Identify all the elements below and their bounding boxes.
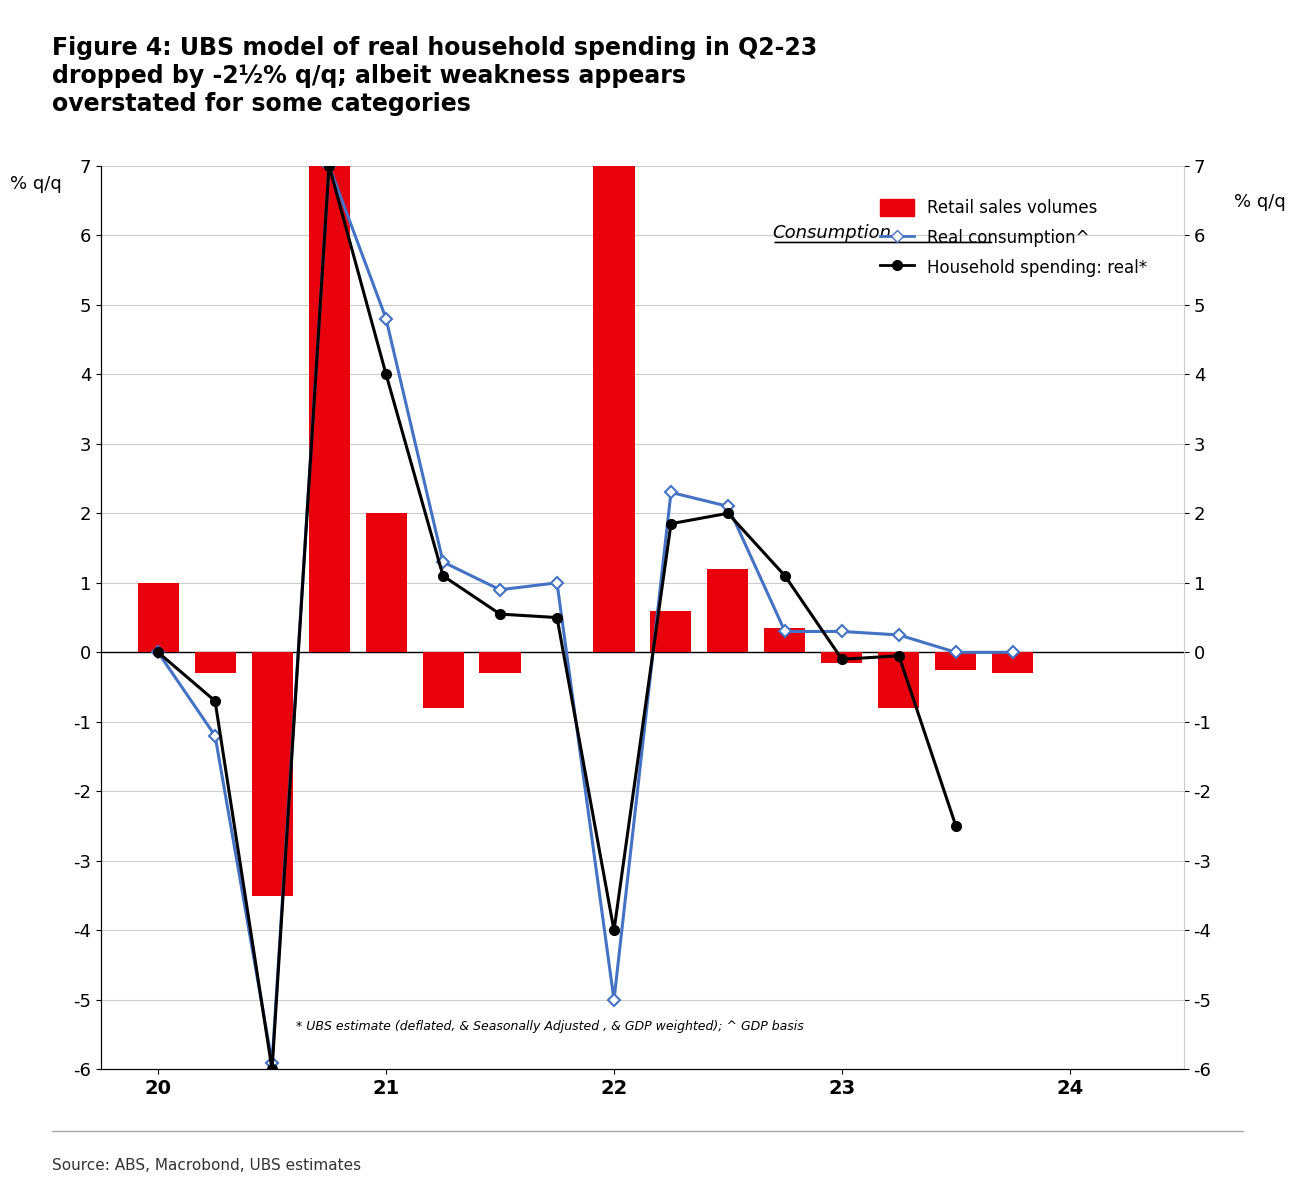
Bar	[479, 652, 521, 673]
Legend: Retail sales volumes, Real consumption^, Household spending: real*: Retail sales volumes, Real consumption^,…	[874, 192, 1154, 284]
Household spending: real*: (22.8, 1.1): real*: (22.8, 1.1)	[777, 569, 793, 583]
Real consumption^	[264, 1056, 280, 1070]
Household spending: real*: (22.2, 1.85): real*: (22.2, 1.85)	[663, 517, 679, 531]
Household spending: real*: (23.2, -0.05): real*: (23.2, -0.05)	[891, 649, 906, 663]
Bar	[308, 165, 350, 652]
Bar	[137, 583, 179, 652]
Bar	[593, 165, 635, 652]
Household spending: real*: (22, -4): real*: (22, -4)	[606, 923, 622, 937]
Real consumption^	[150, 645, 166, 660]
Line: Real consumption^: Real consumption^	[154, 162, 1017, 1067]
Household spending: real*: (21.2, 1.1): real*: (21.2, 1.1)	[435, 569, 451, 583]
Real consumption^	[663, 485, 679, 499]
Text: Source: ABS, Macrobond, UBS estimates: Source: ABS, Macrobond, UBS estimates	[52, 1157, 361, 1173]
Household spending: real*: (20, 0): real*: (20, 0)	[150, 645, 166, 660]
Bar	[194, 652, 236, 673]
Household spending: real*: (20.2, -0.7): real*: (20.2, -0.7)	[207, 694, 223, 709]
Household spending: real*: (20.8, 7): real*: (20.8, 7)	[321, 158, 337, 172]
Real consumption^	[834, 625, 850, 639]
Bar	[365, 514, 407, 652]
Line: Household spending: real*: Household spending: real*	[153, 160, 961, 1075]
Bar	[935, 652, 976, 669]
Bar	[251, 652, 293, 895]
Real consumption^	[891, 627, 906, 642]
Household spending: real*: (23, -0.1): real*: (23, -0.1)	[834, 652, 850, 667]
Text: * UBS estimate (deflated, & Seasonally Adjusted , & GDP weighted); ^ GDP basis: * UBS estimate (deflated, & Seasonally A…	[297, 1020, 804, 1033]
Household spending: real*: (21.5, 0.55): real*: (21.5, 0.55)	[492, 607, 508, 621]
Real consumption^	[435, 554, 451, 569]
Bar	[707, 569, 749, 652]
Household spending: real*: (21.8, 0.5): real*: (21.8, 0.5)	[549, 610, 565, 625]
Bar	[992, 652, 1033, 673]
Household spending: real*: (23.5, -2.5): real*: (23.5, -2.5)	[948, 819, 963, 833]
Real consumption^	[948, 645, 963, 660]
Real consumption^	[492, 583, 508, 597]
Household spending: real*: (20.5, -6): real*: (20.5, -6)	[264, 1062, 280, 1076]
Y-axis label: % q/q: % q/q	[1234, 193, 1286, 211]
Bar	[878, 652, 919, 707]
Real consumption^	[720, 499, 736, 514]
Real consumption^	[207, 729, 223, 743]
Real consumption^	[1005, 645, 1020, 660]
Real consumption^	[777, 625, 793, 639]
Bar	[821, 652, 862, 663]
Real consumption^	[549, 576, 565, 590]
Bar	[422, 652, 464, 707]
Real consumption^	[321, 158, 337, 172]
Text: Figure 4: UBS model of real household spending in Q2-23
dropped by -2½% q/q; alb: Figure 4: UBS model of real household sp…	[52, 36, 817, 115]
Household spending: real*: (22.5, 2): real*: (22.5, 2)	[720, 506, 736, 521]
Household spending: real*: (21, 4): real*: (21, 4)	[378, 367, 394, 382]
Y-axis label: % q/q: % q/q	[10, 175, 62, 193]
Text: Consumption: Consumption	[772, 224, 891, 242]
Bar	[764, 628, 805, 652]
Bar	[650, 610, 692, 652]
Real consumption^	[606, 992, 622, 1007]
Real consumption^	[378, 311, 394, 326]
